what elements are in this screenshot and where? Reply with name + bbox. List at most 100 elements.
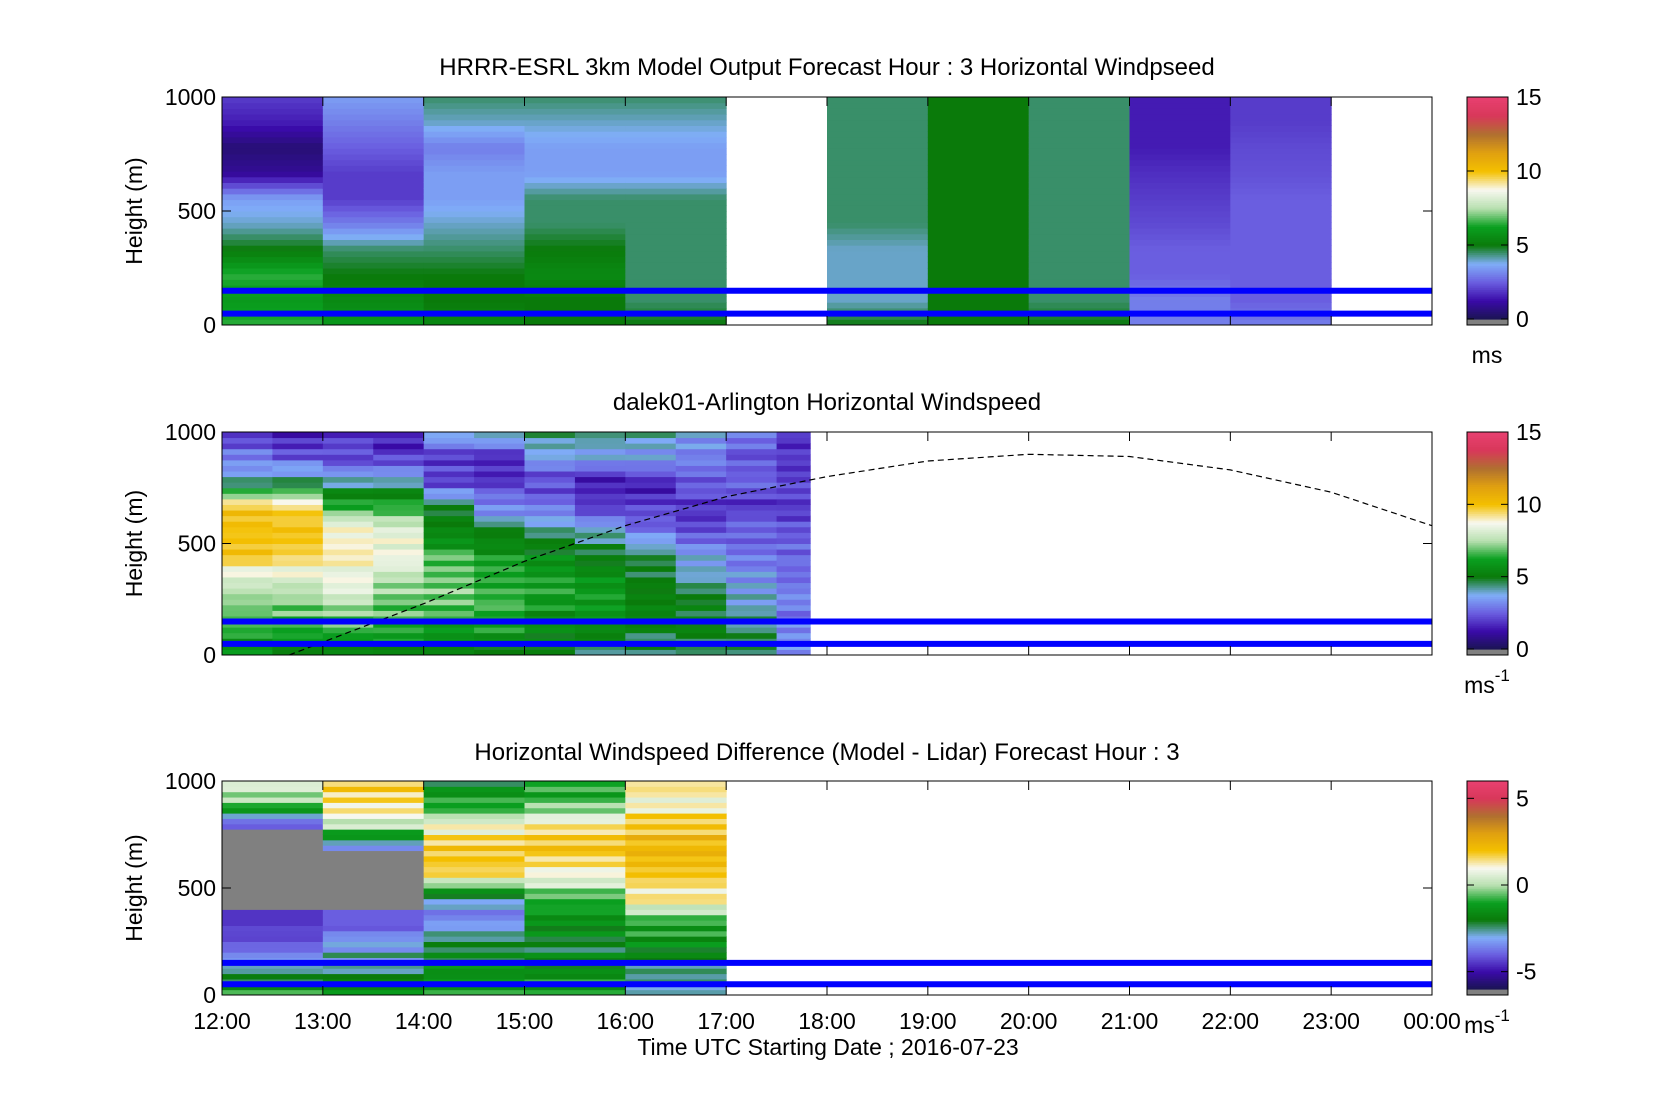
heatmap-cell (625, 239, 727, 246)
heatmap-cell (1028, 262, 1130, 269)
y-tick-label: 1000 (165, 84, 216, 110)
heatmap-cell (625, 142, 727, 149)
heatmap-cell (827, 239, 929, 246)
heatmap-cell (222, 823, 324, 830)
heatmap-cell (625, 818, 727, 825)
heatmap-cell (222, 313, 324, 320)
colorbar-swatch (1467, 298, 1508, 302)
heatmap-cell (524, 319, 626, 325)
heatmap-cell (222, 845, 324, 852)
heatmap-cell (675, 549, 727, 556)
colorbar-swatch (1467, 968, 1508, 971)
heatmap-cell (1129, 171, 1231, 178)
heatmap-cell (1028, 256, 1130, 263)
heatmap-cell (776, 537, 811, 544)
heatmap-cell (1028, 159, 1130, 166)
heatmap-cell (222, 290, 324, 297)
heatmap-cell (827, 216, 929, 223)
heatmap-cell (574, 643, 626, 650)
heatmap-cell (776, 604, 811, 611)
colorbar-swatch (1467, 784, 1508, 787)
heatmap-cell (222, 560, 273, 567)
heatmap-cell (272, 437, 324, 444)
heatmap-cell (1028, 97, 1130, 104)
heatmap-cell (373, 599, 425, 606)
heatmap-cell (423, 448, 475, 455)
heatmap-cell (322, 834, 425, 841)
heatmap-cell (222, 882, 324, 889)
heatmap-cell (827, 125, 929, 132)
colorbar-swatch (1467, 895, 1508, 898)
heatmap-cell (675, 510, 727, 517)
colorbar-swatch (1467, 141, 1508, 144)
heatmap-cell (675, 537, 727, 544)
colorbar-swatch (1467, 246, 1508, 250)
heatmap-cell (1129, 136, 1231, 144)
heatmap-cell (322, 643, 374, 650)
heatmap-cell (423, 866, 525, 873)
heatmap-cell (423, 165, 525, 172)
heatmap-cell (322, 119, 425, 126)
heatmap-cell (423, 290, 525, 297)
heatmap-cell (726, 515, 778, 522)
heatmap-cell (272, 588, 324, 595)
heatmap-cell (423, 834, 525, 841)
heatmap-cell (1129, 296, 1231, 303)
heatmap-cell (1230, 290, 1332, 297)
heatmap-cell (1230, 268, 1332, 275)
heatmap-cell (322, 443, 374, 450)
heatmap-cell (222, 904, 324, 910)
colorbar-swatch (1467, 893, 1508, 896)
heatmap-cell (322, 649, 374, 655)
colorbar-swatch (1467, 115, 1508, 118)
heatmap-cell (423, 973, 525, 980)
heatmap-cell (423, 839, 525, 846)
heatmap-cell (1028, 131, 1130, 138)
colorbar-swatch (1467, 554, 1508, 558)
heatmap-cell (423, 593, 475, 600)
heatmap-cell (524, 565, 576, 572)
colorbar-unit: ms (1472, 342, 1503, 368)
heatmap-cell (423, 211, 525, 218)
colorbar-swatch (1467, 612, 1508, 616)
colorbar-swatch (1467, 876, 1508, 879)
heatmap-cell (927, 279, 1030, 286)
heatmap-cell (524, 936, 626, 942)
colorbar-swatch (1467, 289, 1508, 292)
heatmap-cell (625, 543, 677, 550)
colorbar-swatch (1467, 867, 1508, 870)
heatmap-cell (322, 176, 425, 183)
colorbar-swatch (1467, 603, 1508, 607)
heatmap-cell (1028, 136, 1130, 144)
colorbar-swatch (1467, 935, 1508, 938)
heatmap-cell (524, 142, 626, 149)
heatmap-cell (927, 97, 1030, 104)
colorbar-swatch (1467, 601, 1508, 605)
x-tick-label: 12:00 (193, 1008, 251, 1034)
heatmap-cell (574, 565, 626, 572)
colorbar-swatch (1467, 213, 1508, 216)
heatmap-cell (726, 459, 778, 466)
heatmap-cell (927, 165, 1030, 172)
heatmap-cell (222, 855, 324, 862)
heatmap-cell (524, 871, 626, 878)
heatmap-cell (322, 148, 425, 155)
colorbar-swatch (1467, 781, 1508, 784)
heatmap-cell (675, 621, 727, 628)
colorbar-swatch (1467, 917, 1508, 921)
colorbar-swatch (1467, 278, 1508, 281)
colorbar-swatch (1467, 535, 1508, 538)
heatmap-cell (625, 199, 727, 206)
heatmap-cell (776, 554, 811, 561)
heatmap-cell (675, 560, 727, 567)
heatmap-cell (322, 165, 425, 172)
colorbar-swatch (1467, 645, 1508, 648)
colorbar-swatch (1467, 954, 1508, 957)
heatmap-cell (524, 543, 576, 550)
heatmap-cell (625, 898, 727, 905)
heatmap-cell (423, 515, 475, 522)
colorbar-swatch (1467, 820, 1508, 824)
heatmap-cell (373, 571, 425, 578)
heatmap-cell (222, 165, 324, 172)
heatmap-cell (574, 549, 626, 556)
